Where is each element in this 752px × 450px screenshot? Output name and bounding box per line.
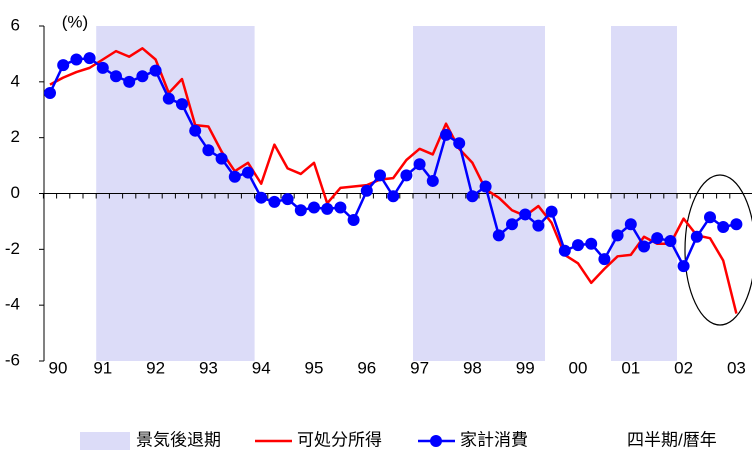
data-point: [440, 128, 452, 141]
legend-label: 景気後退期: [136, 430, 221, 449]
data-point: [611, 229, 624, 242]
data-point: [57, 59, 70, 72]
data-point: [162, 92, 175, 105]
data-point: [387, 190, 400, 203]
y-tick-label: 2: [11, 127, 20, 146]
data-point: [506, 218, 518, 231]
x-tick-label: 95: [305, 358, 324, 377]
unit-label: (%): [62, 12, 88, 31]
y-tick-label: -4: [5, 295, 20, 314]
data-point: [281, 193, 294, 206]
x-tick-label: 97: [410, 358, 429, 377]
data-point: [215, 152, 228, 165]
data-point: [545, 205, 558, 218]
data-point: [176, 98, 188, 111]
x-tick-label: 98: [463, 358, 482, 377]
data-point: [374, 169, 386, 182]
data-point: [255, 191, 268, 204]
legend-swatch: [80, 432, 130, 450]
y-tick-label: -6: [5, 350, 20, 369]
data-point: [466, 190, 479, 203]
y-tick-label: 0: [11, 183, 20, 202]
x-tick-label: 03: [727, 358, 746, 377]
data-point: [70, 53, 83, 66]
data-point: [136, 70, 149, 83]
data-point: [123, 75, 136, 88]
data-point: [189, 124, 202, 137]
legend-label: 可処分所得: [297, 430, 382, 449]
data-point: [308, 201, 320, 214]
data-point: [479, 180, 492, 193]
data-point: [651, 232, 664, 245]
x-tick-label: 99: [516, 358, 535, 377]
data-point: [294, 204, 307, 217]
data-point: [426, 174, 439, 187]
data-point: [360, 184, 373, 197]
legend-label: 家計消費: [460, 430, 528, 449]
y-tick-label: 4: [11, 71, 20, 90]
data-point: [585, 237, 598, 250]
data-point: [572, 239, 584, 252]
data-point: [690, 230, 703, 243]
data-point: [624, 218, 637, 231]
data-point: [453, 137, 466, 150]
data-point: [202, 144, 215, 157]
x-tick-label: 01: [621, 358, 640, 377]
x-tick-label: 00: [569, 358, 588, 377]
data-point: [519, 208, 532, 221]
y-tick-label: 6: [11, 15, 20, 34]
x-tick-label: 90: [49, 358, 68, 377]
data-point: [268, 195, 281, 208]
data-point: [400, 169, 413, 182]
data-point: [347, 214, 360, 227]
legend-marker: [430, 435, 442, 447]
data-point: [532, 219, 545, 232]
data-point: [492, 229, 505, 242]
highlight-ellipse: [684, 174, 752, 326]
data-point: [242, 166, 254, 179]
data-point: [321, 202, 334, 215]
y-tick-label: -2: [5, 239, 20, 258]
data-point: [334, 201, 347, 214]
data-point: [110, 70, 122, 83]
data-point: [664, 234, 677, 247]
x-tick-label: 02: [674, 358, 693, 377]
x-tick-label: 91: [93, 358, 112, 377]
data-point: [704, 211, 716, 224]
data-point: [717, 221, 730, 233]
data-point: [44, 87, 56, 99]
data-point: [413, 158, 426, 171]
data-point: [228, 170, 241, 183]
data-point: [149, 64, 162, 77]
data-point: [677, 260, 690, 273]
data-point: [558, 244, 571, 257]
data-point: [638, 240, 650, 253]
x-tick-label: 93: [199, 358, 218, 377]
data-point: [83, 52, 96, 65]
x-axis-label: 四半期/暦年: [627, 430, 717, 449]
series-line: [49, 47, 738, 314]
data-point: [598, 253, 611, 266]
data-point: [730, 218, 743, 231]
x-tick-label: 92: [146, 358, 165, 377]
x-tick-label: 94: [252, 358, 271, 377]
x-tick-label: 96: [357, 358, 376, 377]
data-point: [96, 61, 109, 74]
